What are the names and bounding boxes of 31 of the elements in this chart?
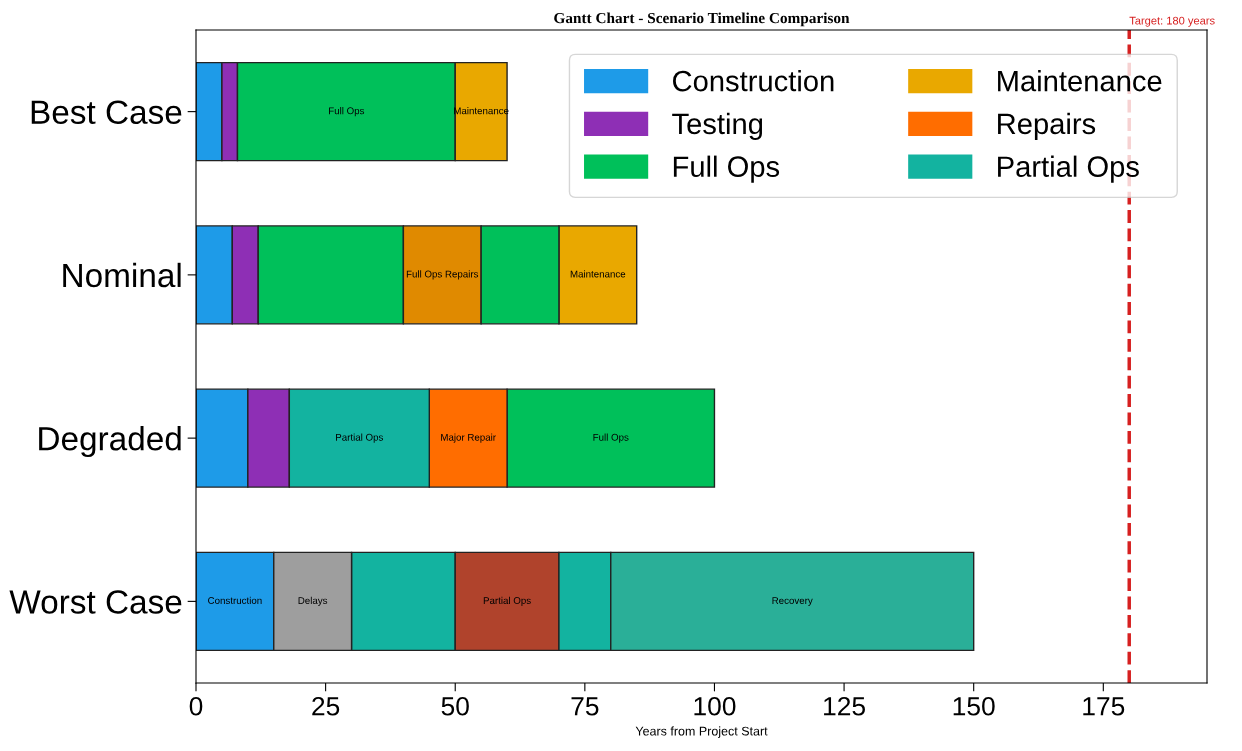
data-label: Full Ops xyxy=(329,107,365,117)
data-label: Full Ops Repairs xyxy=(406,270,479,280)
legend-label: Full Ops xyxy=(673,155,780,183)
x-tick-label: 150 xyxy=(953,696,995,716)
legend-label: Partial Ops xyxy=(998,155,1139,183)
legend-label: Maintenance xyxy=(998,69,1162,92)
y-tick-label: Nominal xyxy=(63,262,181,288)
data-label: Delays xyxy=(298,596,328,606)
x-axis-title: Years from Project Start xyxy=(635,726,768,738)
legend-label: Construction xyxy=(673,69,834,92)
x-tick-label: 0 xyxy=(189,696,203,716)
x-tick-label: 25 xyxy=(312,696,340,716)
data-label: Partial Ops xyxy=(336,433,384,443)
x-tick-label: 175 xyxy=(1083,697,1125,716)
x-tick-label: 50 xyxy=(441,696,469,716)
x-tick-label: 75 xyxy=(571,697,599,716)
x-tick-label: 100 xyxy=(694,696,736,716)
data-label: Partial Ops xyxy=(483,596,531,606)
data-label: Maintenance xyxy=(570,270,626,278)
y-tick-label: Degraded xyxy=(39,426,181,458)
data-label: Recovery xyxy=(772,597,813,606)
data-label: Major Repair xyxy=(441,433,496,443)
ref-line-label: Target: 180 years xyxy=(1129,16,1215,27)
legend-label: Repairs xyxy=(998,112,1096,140)
data-label: Construction xyxy=(208,596,262,604)
chart-title: Gantt Chart - Scenario Timeline Comparison xyxy=(554,12,850,27)
x-tick-label: 125 xyxy=(824,696,865,716)
y-tick-label: Worst Case xyxy=(9,590,182,614)
legend-label: Testing xyxy=(672,112,763,140)
data-label: Full Ops xyxy=(593,433,629,443)
y-tick-label: Best Case xyxy=(31,100,182,125)
